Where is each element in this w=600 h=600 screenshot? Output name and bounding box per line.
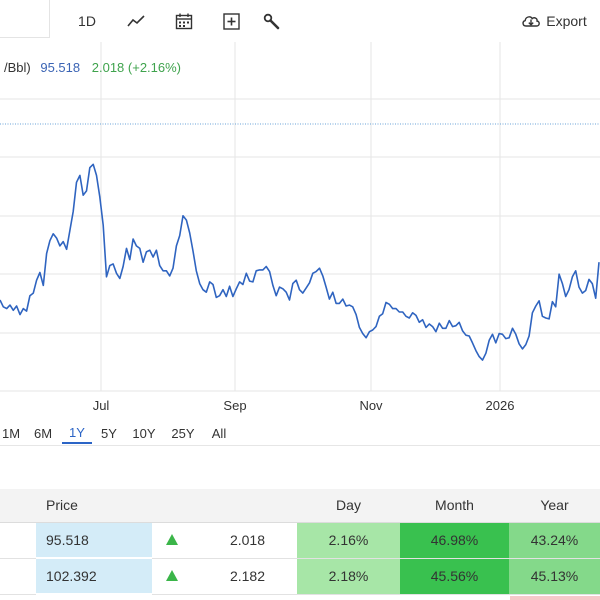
range-all[interactable]: All [211, 425, 227, 441]
x-tick-label: Sep [223, 398, 246, 413]
price-cell: 102.392 [36, 558, 152, 595]
price-cell: 95.518 [36, 522, 152, 559]
month-change-cell: 45.56% [400, 558, 509, 595]
header-price: Price [36, 489, 152, 523]
line-chart-icon[interactable] [122, 8, 150, 34]
year-change-cell: 43.24% [509, 522, 600, 559]
x-tick-label: Jul [93, 398, 110, 413]
price-chart: /Bbl) 95.518 2.018 (+2.16%) Jul Sep Nov 202… [0, 42, 600, 413]
wrench-icon[interactable] [257, 8, 285, 34]
symbol-input[interactable] [0, 0, 50, 38]
up-arrow-icon [152, 522, 192, 559]
x-axis-ticks: Jul Sep Nov 2026 [93, 398, 515, 413]
range-10y[interactable]: 10Y [132, 425, 156, 441]
chart-legend: /Bbl) 95.518 2.018 (+2.16%) [4, 60, 181, 75]
legend-price: 95.518 [40, 60, 80, 75]
x-tick-label: 2026 [486, 398, 515, 413]
next-row-hint [510, 596, 600, 600]
calendar-icon[interactable] [170, 8, 198, 34]
year-change-cell: 45.13% [509, 558, 600, 595]
legend-change: 2.018 (+2.16%) [92, 60, 181, 75]
price-series-line [0, 163, 600, 361]
time-range-selector: 1M 6M 1Y 5Y 10Y 25Y All [0, 420, 600, 446]
export-button[interactable]: Export [518, 8, 590, 34]
table-row[interactable]: 102.392 2.182 2.18% 45.56% 45.13% [0, 558, 600, 595]
header-change [192, 489, 297, 523]
header-month: Month [400, 489, 509, 523]
row-name-cell [0, 558, 36, 595]
header-arrow [152, 489, 192, 523]
export-label: Export [546, 13, 587, 29]
legend-series-name: /Bbl) [4, 60, 31, 75]
month-change-cell: 46.98% [400, 522, 509, 559]
up-arrow-icon [152, 558, 192, 595]
header-year: Year [509, 489, 600, 523]
range-5y[interactable]: 5Y [101, 425, 117, 441]
add-box-icon[interactable] [217, 8, 245, 34]
x-tick-label: Nov [359, 398, 383, 413]
table-row[interactable]: 95.518 2.018 2.16% 46.98% 43.24% [0, 522, 600, 559]
cloud-download-icon [522, 16, 541, 27]
day-change-cell: 2.18% [297, 558, 400, 595]
chart-toolbar: 1D Export [0, 0, 600, 42]
interval-button[interactable]: 1D [78, 13, 96, 29]
row-name-cell [0, 522, 36, 559]
table-header-row: Price Day Month Year [0, 489, 600, 523]
chart-grid [0, 42, 600, 392]
range-1m[interactable]: 1M [1, 425, 21, 441]
header-name [0, 489, 36, 523]
range-25y[interactable]: 25Y [171, 425, 195, 441]
price-table: Price Day Month Year 95.518 2.018 2.16% … [0, 489, 600, 595]
change-cell: 2.018 [192, 522, 297, 559]
change-cell: 2.182 [192, 558, 297, 595]
range-1y[interactable]: 1Y [62, 422, 92, 444]
day-change-cell: 2.16% [297, 522, 400, 559]
header-day: Day [297, 489, 400, 523]
range-6m[interactable]: 6M [33, 425, 53, 441]
